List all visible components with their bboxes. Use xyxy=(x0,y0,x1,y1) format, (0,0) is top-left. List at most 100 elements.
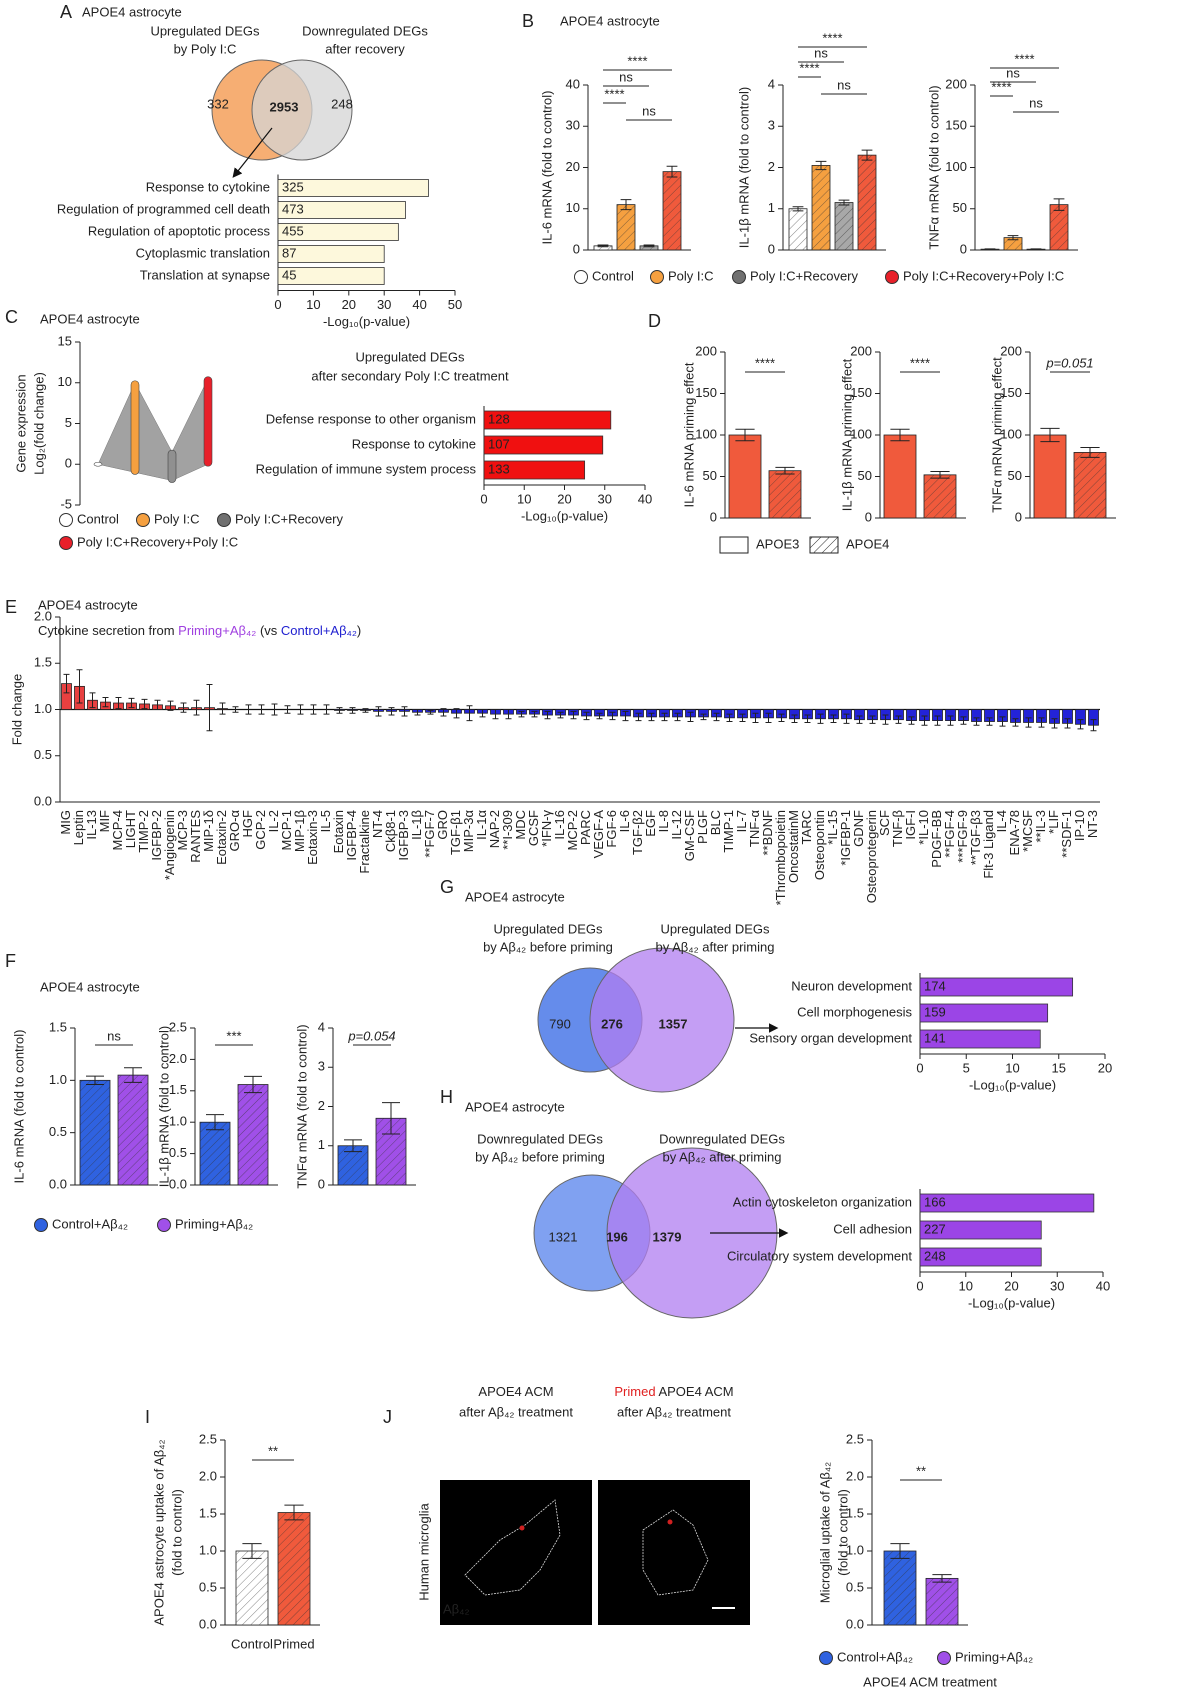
gene-count: 159 xyxy=(924,1004,946,1019)
error-bar xyxy=(271,703,278,716)
panel-letter: E xyxy=(5,597,17,617)
x-tick-label: PARC xyxy=(578,810,593,845)
x-tick-label: MIF xyxy=(97,810,112,832)
y-tick-label: 200 xyxy=(945,76,967,91)
error-bar xyxy=(999,716,1006,727)
abeta-signal xyxy=(667,1519,673,1525)
error-bar xyxy=(609,711,616,721)
x-tick-label: GDNF xyxy=(851,810,866,847)
x-tick-label: IL-4 xyxy=(994,810,1009,832)
y-tick-label: 100 xyxy=(695,426,717,441)
significance-label: ns xyxy=(837,77,851,92)
bar-hatch xyxy=(663,171,681,250)
x-tick-label: 10 xyxy=(517,491,531,506)
x-tick-label: GCP-2 xyxy=(253,810,268,850)
error-bar xyxy=(778,713,785,723)
error-bar xyxy=(726,713,733,723)
y-tick-label: 2.0 xyxy=(169,1051,187,1066)
error-bar xyxy=(466,705,473,722)
x-tick-label: TIMP-1 xyxy=(721,810,736,853)
significance-label: p=0.051 xyxy=(1045,355,1093,370)
legend-label: Poly I:C+Recovery+Poly I:C xyxy=(77,534,238,549)
expression-range xyxy=(130,380,140,475)
bar xyxy=(483,410,612,430)
error-bar xyxy=(115,696,122,710)
x-tick-label: IGFBP-4 xyxy=(344,810,359,861)
venn-count: 1379 xyxy=(653,1229,682,1244)
y-tick-label: 40 xyxy=(566,76,580,91)
venn-count: 332 xyxy=(207,96,229,111)
significance-label: **** xyxy=(604,86,624,101)
error-bar xyxy=(674,712,681,722)
panel-title: APOE4 astrocyte xyxy=(82,4,182,19)
y-tick-label: 50 xyxy=(703,468,717,483)
panel-letter: B xyxy=(522,11,534,31)
text-part: Cytokine secretion from xyxy=(38,623,178,638)
legend-label: Control xyxy=(77,511,119,526)
y-tick-label: 150 xyxy=(1000,385,1022,400)
x-tick-label: **BDNF xyxy=(760,810,775,856)
error-bar xyxy=(804,714,811,723)
legend-label: APOE3 xyxy=(756,536,799,551)
image-stain-label: Aβ₄₂ xyxy=(443,1601,470,1616)
x-tick-label: **FGF-7 xyxy=(422,810,437,858)
bar-hatch xyxy=(640,245,658,250)
significance-label: **** xyxy=(822,30,842,45)
error-bar xyxy=(284,705,291,714)
x-tick-label: **TGF-β3 xyxy=(968,810,983,865)
x-tick-label: TIMP-2 xyxy=(136,810,151,853)
y-tick-label: 2.5 xyxy=(846,1431,864,1446)
x-tick-label: IP-10 xyxy=(1072,810,1087,841)
x-tick-label: PDGF-BB xyxy=(929,810,944,868)
bar xyxy=(919,1193,1095,1213)
error-bar xyxy=(973,717,980,726)
error-bar xyxy=(775,466,795,475)
y-tick-label: 0.0 xyxy=(199,1616,217,1631)
legend-hatch xyxy=(810,537,838,553)
venn-left-label: by Poly I:C xyxy=(174,41,237,56)
bar xyxy=(728,434,762,519)
y-axis-label: IL-6 mRNA (fold to control) xyxy=(11,1030,26,1184)
x-tick-label: 10 xyxy=(959,1278,973,1293)
legend-marker xyxy=(59,513,73,527)
x-tick-label: 0 xyxy=(480,491,487,506)
legend-marker xyxy=(574,270,588,284)
x-tick-label: 30 xyxy=(377,297,391,312)
venn-left-label: Upregulated DEGs xyxy=(493,921,603,936)
x-tick-label: Leptin xyxy=(71,810,86,845)
error-bar xyxy=(1090,719,1097,732)
x-tick-label: 15 xyxy=(1052,1060,1066,1075)
y-axis-label: Log₂(fold change) xyxy=(31,372,46,475)
chart-subtitle: Upregulated DEGs xyxy=(355,349,465,364)
venn-right-label: Upregulated DEGs xyxy=(660,921,770,936)
x-tick-label: MCP-4 xyxy=(110,810,125,850)
text-part: Primed xyxy=(614,1384,658,1399)
error-bar xyxy=(583,711,590,721)
gene-count: 128 xyxy=(488,411,510,426)
y-tick-label: 1.0 xyxy=(169,1114,187,1129)
error-bar xyxy=(180,702,187,713)
x-tick-label: Eotaxin xyxy=(331,810,346,853)
significance-label: ** xyxy=(916,1463,926,1478)
image-subtitle: after Aβ₄₂ treatment xyxy=(459,1404,573,1419)
y-tick-label: 1.5 xyxy=(846,1505,864,1520)
venn-right-label: Downregulated DEGs xyxy=(659,1131,785,1146)
y-tick-label: 2.0 xyxy=(199,1468,217,1483)
significance-label: ** xyxy=(268,1443,278,1458)
gene-count: 227 xyxy=(924,1221,946,1236)
error-bar xyxy=(310,704,317,715)
bar-category: Actin cytoskeleton organization xyxy=(733,1194,912,1209)
error-bar xyxy=(752,712,759,723)
gene-count: 107 xyxy=(488,436,510,451)
error-bar xyxy=(63,673,70,694)
bar xyxy=(483,460,586,480)
bar-hatch xyxy=(1050,204,1068,250)
x-tick-label: 40 xyxy=(1096,1278,1110,1293)
bar-category: Neuron development xyxy=(791,978,912,993)
text-part: APOE4 ACM xyxy=(658,1384,733,1399)
x-tick-label: 20 xyxy=(1004,1278,1018,1293)
y-tick-label: 0 xyxy=(865,509,872,524)
y-tick-label: 2 xyxy=(318,1098,325,1113)
x-tick-label: Primed xyxy=(273,1636,314,1651)
